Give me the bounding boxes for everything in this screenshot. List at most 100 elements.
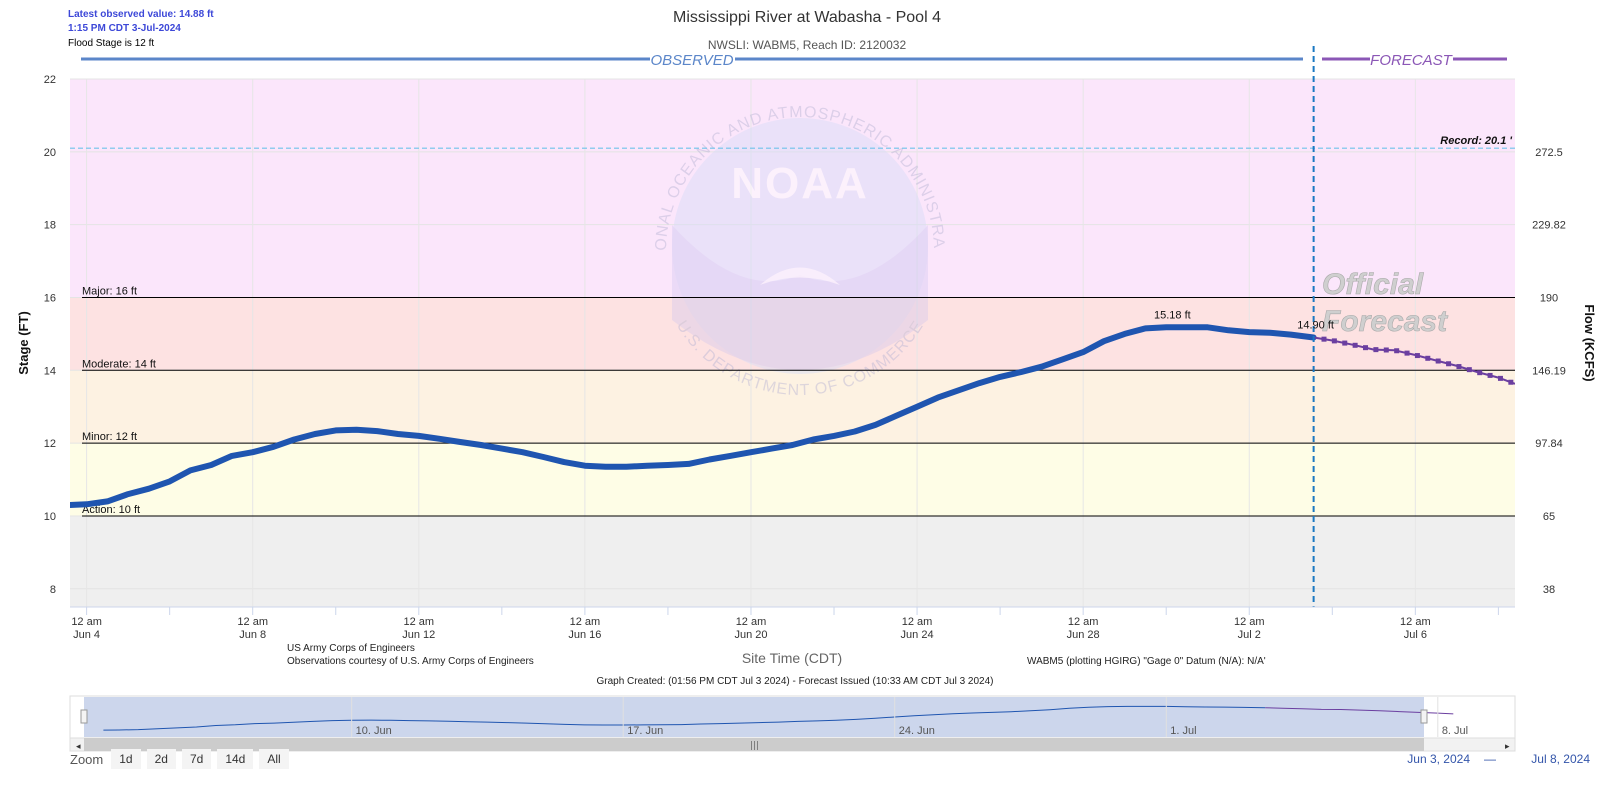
y-tick-label: 18 — [44, 220, 56, 232]
x-tick-label-date: Jul 6 — [1404, 629, 1427, 641]
x-tick-label-date: Jun 8 — [239, 629, 266, 641]
navigator-label: 1. Jul — [1170, 725, 1196, 737]
y-tick-label: 12 — [44, 438, 56, 450]
forecast-point — [1425, 355, 1431, 361]
zoom-label: Zoom — [70, 751, 104, 767]
forecast-point — [1321, 336, 1327, 342]
band-minor — [70, 443, 1515, 516]
navigator-label: 24. Jun — [899, 725, 935, 737]
navigator-label: 10. Jun — [356, 725, 392, 737]
official-forecast-line2: Forecast — [1322, 305, 1449, 338]
navigator-line-observed — [103, 705, 1266, 731]
x-tick-label-date: Jun 16 — [568, 629, 601, 641]
x-tick-label-time: 12 am — [902, 616, 933, 628]
zoom-2d-button[interactable]: 2d — [146, 749, 176, 769]
y2-axis-title: Flow (KCFS) — [1582, 304, 1597, 381]
y2-tick-label: 38 — [1543, 584, 1555, 596]
data-label: 15.18 ft — [1154, 309, 1191, 321]
navigator-handle-right[interactable] — [1420, 709, 1428, 724]
scrollbar-grip-icon: ||| — [750, 741, 759, 751]
navigator-handle-left[interactable] — [80, 709, 88, 724]
threshold-label: Major: 16 ft — [82, 285, 137, 297]
forecast-point — [1404, 350, 1410, 356]
forecast-point — [1352, 342, 1358, 348]
forecast-point — [1331, 338, 1337, 344]
annotations: 15.18 ft 14.90 ft — [1154, 309, 1334, 331]
data-label: 14.90 ft — [1297, 320, 1334, 332]
range-from-input[interactable]: Jun 3, 2024 — [1407, 752, 1470, 766]
zoom-7d-button[interactable]: 7d — [181, 749, 212, 769]
forecast-point — [1456, 364, 1462, 370]
series-line-observed — [70, 324, 1317, 508]
forecast-point — [1508, 379, 1514, 385]
watermark-logo-text: NOAA — [731, 159, 869, 208]
zoom-14d-button[interactable]: 14d — [217, 749, 254, 769]
x-tick-label-time: 12 am — [570, 616, 601, 628]
forecast-point — [1446, 361, 1452, 367]
credit-line-2: Observations courtesy of U.S. Army Corps… — [287, 656, 534, 667]
threshold-label: Action: 10 ft — [82, 504, 140, 516]
x-tick-label-time: 12 am — [1400, 616, 1431, 628]
zoom-1d-button[interactable]: 1d — [111, 749, 141, 769]
navigator[interactable]: 10. Jun 17. Jun 24. Jun 1. Jul 8. Jul ◂ ▸ ||… — [69, 695, 1516, 752]
zoom-all-button[interactable]: All — [259, 749, 289, 769]
x-tick-label-date: Jun 28 — [1067, 629, 1100, 641]
graph-created-note: Graph Created: (01:56 PM CDT Jul 3 2024)… — [596, 676, 993, 687]
chart-title: Mississippi River at Wabasha - Pool 4 — [673, 9, 941, 26]
y-axis-left: 8 10 12 14 16 18 20 22 — [44, 74, 56, 596]
forecast-label: FORECAST — [1370, 52, 1454, 69]
flood-stage-note: Flood Stage is 12 ft — [68, 38, 155, 49]
x-tick-label-time: 12 am — [71, 616, 102, 628]
x-tick-label-time: 12 am — [736, 616, 767, 628]
scrollbar-arrow-right[interactable]: ▸ — [1505, 742, 1510, 752]
y2-tick-label: 146.19 — [1532, 365, 1566, 377]
observed-label: OBSERVED — [650, 52, 733, 69]
y-tick-label: 8 — [50, 584, 56, 596]
y2-tick-label: 272.5 — [1535, 147, 1563, 159]
x-tick-label-date: Jun 12 — [402, 629, 435, 641]
forecast-point — [1373, 347, 1379, 353]
y-tick-label: 16 — [44, 292, 56, 304]
x-tick-label-time: 12 am — [404, 616, 435, 628]
record-label: Record: 20.1 ' — [1440, 135, 1512, 147]
x-tick-label-date: Jun 20 — [734, 629, 767, 641]
band-record — [70, 79, 1515, 298]
x-tick-label-date: Jun 24 — [901, 629, 934, 641]
x-tick-label-date: Jul 2 — [1238, 629, 1261, 641]
official-forecast-line1: Official — [1322, 268, 1424, 301]
range-separator: — — [1484, 752, 1496, 766]
navigator-labels: 10. Jun 17. Jun 24. Jun 1. Jul 8. Jul — [351, 697, 1468, 737]
y2-tick-label: 97.84 — [1535, 438, 1563, 450]
forecast-point — [1414, 353, 1420, 359]
forecast-point — [1342, 340, 1348, 346]
y-tick-label: 14 — [44, 365, 56, 377]
series-group — [70, 324, 1515, 508]
threshold-label: Moderate: 14 ft — [82, 358, 156, 370]
y2-tick-label: 190 — [1540, 292, 1558, 304]
scrollbar-thumb[interactable] — [84, 738, 1424, 751]
x-tick-label-time: 12 am — [1234, 616, 1265, 628]
forecast-point — [1363, 345, 1369, 351]
range-to-input[interactable]: Jul 8, 2024 — [1531, 752, 1590, 766]
navigator-label: 17. Jun — [627, 725, 663, 737]
chart-subtitle: NWSLI: WABM5, Reach ID: 2120032 — [708, 38, 907, 52]
flood-category-bands — [70, 79, 1515, 607]
forecast-point — [1466, 367, 1472, 373]
y-tick-label: 22 — [44, 74, 56, 86]
navigator-selection[interactable] — [84, 697, 1424, 737]
threshold-label: Minor: 12 ft — [82, 431, 137, 443]
scrollbar-arrow-left[interactable]: ◂ — [76, 742, 81, 752]
forecast-point — [1383, 347, 1389, 353]
latest-observed-time: 1:15 PM CDT 3-Jul-2024 — [68, 23, 181, 34]
band-moderate — [70, 370, 1515, 444]
navigator-label: 8. Jul — [1442, 725, 1468, 737]
x-tick-label-date: Jun 4 — [73, 629, 100, 641]
credit-line-1: US Army Corps of Engineers — [287, 643, 415, 654]
zoom-controls: Zoom 1d 2d 7d 14d All — [70, 748, 289, 770]
forecast-point — [1435, 358, 1441, 364]
y2-tick-label: 65 — [1543, 511, 1555, 523]
latest-observed-value: Latest observed value: 14.88 ft — [68, 9, 214, 20]
x-tick-label-time: 12 am — [237, 616, 268, 628]
y-axis-right: 38 65 97.84 146.19 190 229.82 272.5 — [1532, 147, 1566, 596]
